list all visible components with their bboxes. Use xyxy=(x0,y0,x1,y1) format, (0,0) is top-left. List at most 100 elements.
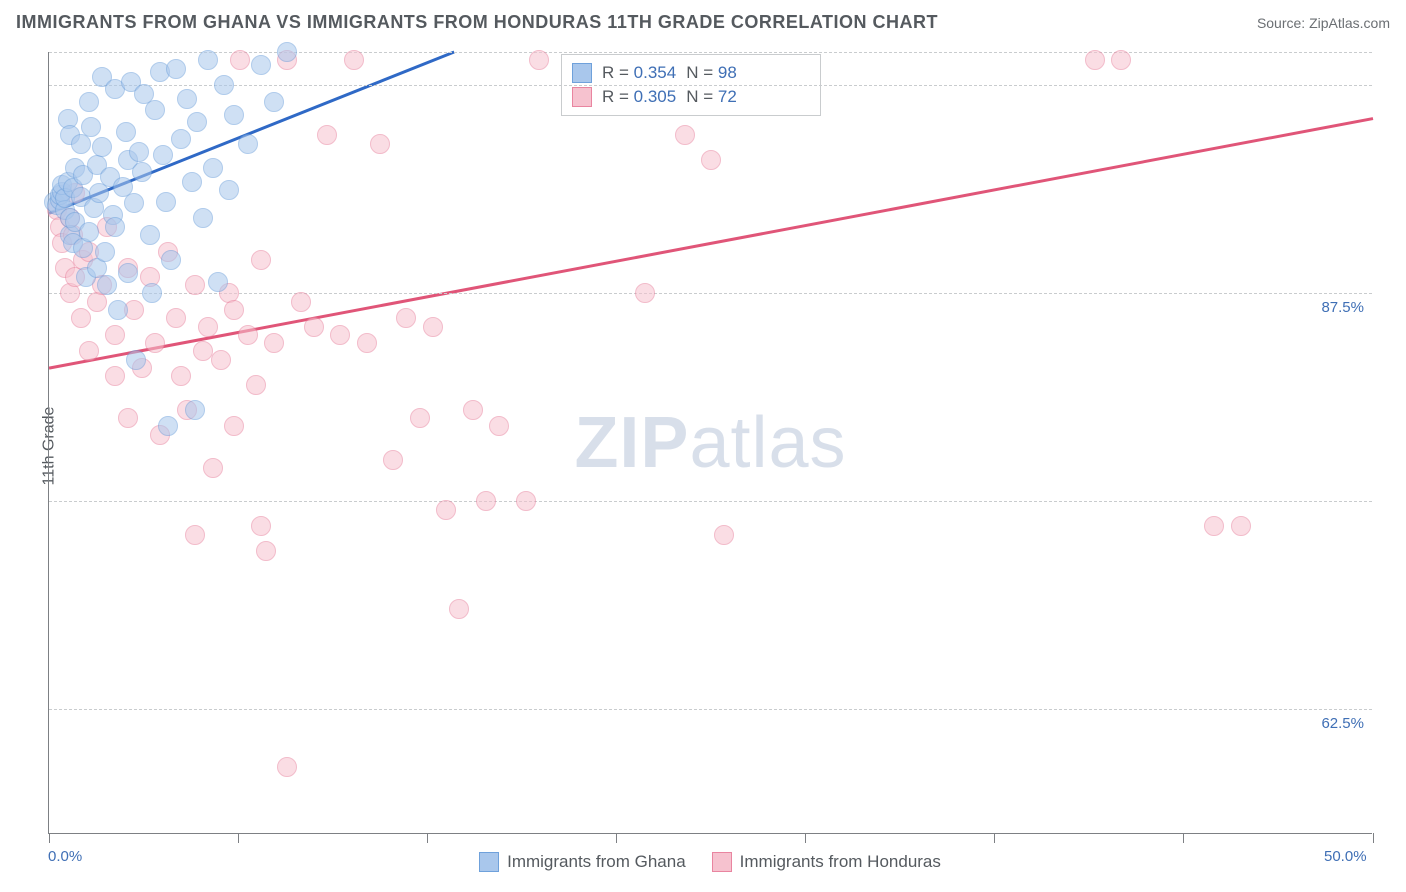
honduras-point xyxy=(675,125,695,145)
chart-plot-area: ZIPatlas R = 0.354N = 98R = 0.305N = 72 … xyxy=(48,52,1372,834)
x-tick xyxy=(427,833,428,843)
honduras-point xyxy=(277,757,297,777)
ghana-point xyxy=(264,92,284,112)
honduras-point xyxy=(251,516,271,536)
x-tick xyxy=(1183,833,1184,843)
honduras-point xyxy=(230,50,250,70)
honduras-point xyxy=(714,525,734,545)
ghana-point xyxy=(219,180,239,200)
ghana-point xyxy=(224,105,244,125)
ghana-point xyxy=(118,263,138,283)
honduras-point xyxy=(198,317,218,337)
honduras-point xyxy=(449,599,469,619)
honduras-point xyxy=(396,308,416,328)
ghana-point xyxy=(214,75,234,95)
x-tick xyxy=(616,833,617,843)
x-tick xyxy=(994,833,995,843)
honduras-point xyxy=(304,317,324,337)
source-label: Source: xyxy=(1257,15,1305,31)
ghana-point xyxy=(161,250,181,270)
ghana-point xyxy=(156,192,176,212)
ghana-swatch xyxy=(572,63,592,83)
ghana-point xyxy=(92,137,112,157)
x-tick xyxy=(238,833,239,843)
honduras-point xyxy=(166,308,186,328)
honduras-point xyxy=(171,366,191,386)
honduras-point xyxy=(185,275,205,295)
honduras-point xyxy=(185,525,205,545)
honduras-point xyxy=(383,450,403,470)
series-legend-label: Immigrants from Ghana xyxy=(507,852,686,872)
x-tick xyxy=(805,833,806,843)
ghana-point xyxy=(193,208,213,228)
gridline xyxy=(49,501,1372,502)
ghana-point xyxy=(171,129,191,149)
x-tick-label: 50.0% xyxy=(1324,848,1367,865)
y-tick-label: 62.5% xyxy=(1321,715,1364,732)
honduras-point xyxy=(529,50,549,70)
honduras-point xyxy=(224,416,244,436)
x-tick xyxy=(1373,833,1374,843)
honduras-point xyxy=(105,366,125,386)
honduras-point xyxy=(1085,50,1105,70)
ghana-point xyxy=(198,50,218,70)
ghana-point xyxy=(79,222,99,242)
honduras-point xyxy=(291,292,311,312)
y-tick-label: 87.5% xyxy=(1321,299,1364,316)
ghana-point xyxy=(108,300,128,320)
ghana-point xyxy=(185,400,205,420)
series-legend-honduras: Immigrants from Honduras xyxy=(712,852,941,872)
honduras-point xyxy=(193,341,213,361)
gridline xyxy=(49,85,1372,86)
ghana-point xyxy=(132,162,152,182)
legend-row-ghana: R = 0.354N = 98 xyxy=(572,61,810,85)
honduras-point xyxy=(635,283,655,303)
honduras-point xyxy=(211,350,231,370)
legend-r: R = 0.354 xyxy=(602,61,676,85)
ghana-point xyxy=(158,416,178,436)
honduras-point xyxy=(251,250,271,270)
honduras-point xyxy=(256,541,276,561)
chart-title: IMMIGRANTS FROM GHANA VS IMMIGRANTS FROM… xyxy=(16,12,938,33)
honduras-swatch xyxy=(712,852,732,872)
honduras-point xyxy=(357,333,377,353)
ghana-swatch xyxy=(479,852,499,872)
honduras-point xyxy=(436,500,456,520)
ghana-point xyxy=(251,55,271,75)
ghana-point xyxy=(145,100,165,120)
ghana-point xyxy=(126,350,146,370)
ghana-point xyxy=(81,117,101,137)
watermark-strong: ZIP xyxy=(574,403,689,483)
honduras-point xyxy=(476,491,496,511)
honduras-point xyxy=(344,50,364,70)
ghana-point xyxy=(95,242,115,262)
x-tick-label: 0.0% xyxy=(48,848,82,865)
honduras-point xyxy=(489,416,509,436)
honduras-point xyxy=(203,458,223,478)
ghana-point xyxy=(79,92,99,112)
series-legend-label: Immigrants from Honduras xyxy=(740,852,941,872)
honduras-point xyxy=(264,333,284,353)
legend-n: N = 72 xyxy=(686,85,737,109)
ghana-point xyxy=(277,42,297,62)
ghana-point xyxy=(166,59,186,79)
honduras-point xyxy=(118,408,138,428)
gridline xyxy=(49,293,1372,294)
ghana-point xyxy=(105,217,125,237)
honduras-point xyxy=(463,400,483,420)
ghana-point xyxy=(153,145,173,165)
ghana-point xyxy=(182,172,202,192)
x-tick xyxy=(49,833,50,843)
ghana-point xyxy=(129,142,149,162)
header: IMMIGRANTS FROM GHANA VS IMMIGRANTS FROM… xyxy=(16,12,1390,33)
ghana-point xyxy=(208,272,228,292)
honduras-point xyxy=(79,341,99,361)
ghana-point xyxy=(140,225,160,245)
gridline xyxy=(49,709,1372,710)
honduras-point xyxy=(105,325,125,345)
legend-row-honduras: R = 0.305N = 72 xyxy=(572,85,810,109)
honduras-point xyxy=(1204,516,1224,536)
honduras-point xyxy=(1111,50,1131,70)
source-link[interactable]: ZipAtlas.com xyxy=(1309,15,1390,31)
honduras-point xyxy=(370,134,390,154)
